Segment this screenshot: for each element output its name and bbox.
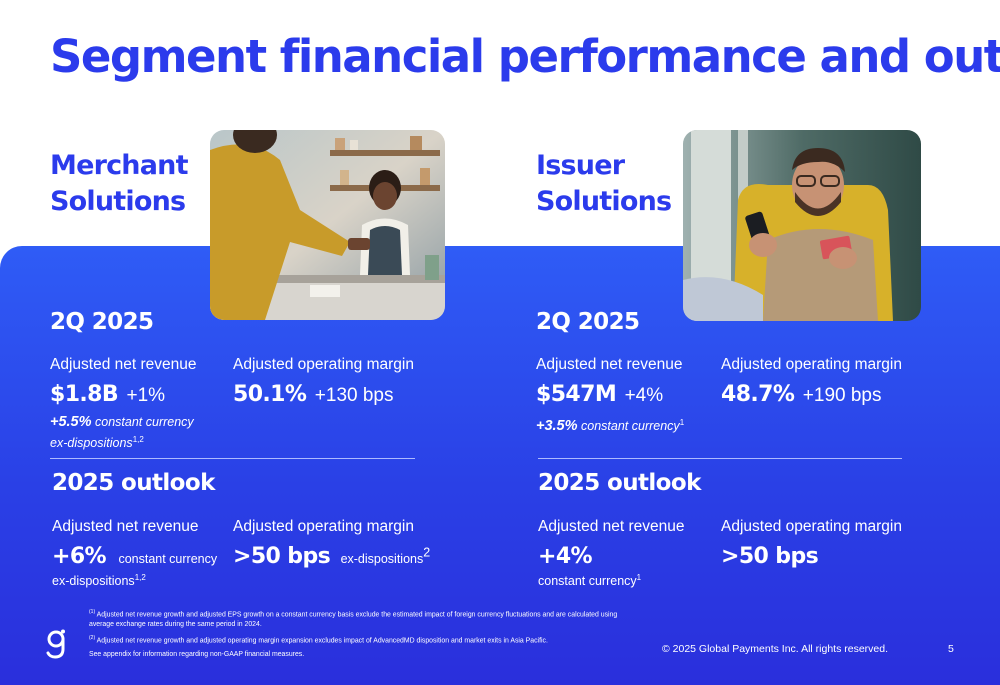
issuer-cc-text: constant currency [581, 419, 680, 434]
merchant-title-line1: Merchant [50, 150, 188, 181]
merchant-title-line2: Solutions [50, 186, 186, 217]
merchant-revenue-growth: +1% [126, 385, 166, 406]
issuer-title-line2: Solutions [536, 186, 672, 217]
issuer-outlook-revenue-value: +4% [538, 544, 593, 569]
merchant-margin-change: +130 bps [314, 385, 394, 406]
merchant-outlook-revenue-label: Adjusted net revenue [52, 518, 199, 535]
issuer-outlook-revenue-sup: 1 [636, 573, 642, 582]
issuer-photo [683, 130, 921, 321]
merchant-outlook-title: 2025 outlook [52, 470, 215, 496]
merchant-cc-growth: +5.5% [50, 414, 92, 430]
issuer-revenue-label: Adjusted net revenue [536, 356, 683, 373]
merchant-margin-row: 50.1% +130 bps [233, 382, 394, 407]
merchant-outlook-revenue-row: +6% constant currency [52, 544, 217, 569]
merchant-outlook-margin-label: Adjusted operating margin [233, 518, 414, 535]
cafe-payment-image [210, 130, 445, 320]
footnote-2-line1: Adjusted net revenue growth and adjusted… [96, 637, 548, 645]
merchant-outlook-revenue-note: constant currency [118, 552, 218, 566]
issuer-outlook-title: 2025 outlook [538, 470, 701, 496]
merchant-cc-line2: ex-dispositions [50, 436, 133, 451]
merchant-revenue-row: $1.8B +1% [50, 382, 165, 407]
footnote-1-line2: average exchange rates during the same p… [89, 621, 262, 629]
merchant-outlook-revenue-value: +6% [52, 544, 107, 569]
merchant-outlook-margin-note: ex-dispositions [340, 552, 424, 566]
page-number: 5 [948, 643, 954, 655]
issuer-outlook-margin-row: >50 bps [721, 544, 819, 569]
issuer-outlook-margin-value: >50 bps [721, 544, 819, 569]
merchant-margin-label: Adjusted operating margin [233, 356, 414, 373]
issuer-cc-sup: 1 [679, 418, 685, 427]
issuer-outlook-revenue-label: Adjusted net revenue [538, 518, 685, 535]
merchant-cc-sup: 1,2 [132, 435, 144, 444]
merchant-cc-text: constant currency [95, 415, 194, 429]
issuer-margin-value: 48.7% [721, 382, 795, 407]
merchant-revenue-value: $1.8B [50, 382, 119, 407]
issuer-outlook-margin-label: Adjusted operating margin [721, 518, 902, 535]
footnote-1-marker: (1) [89, 609, 96, 615]
merchant-divider [50, 458, 415, 459]
merchant-outlook-revenue-note2-row: ex-dispositions1,2 [52, 569, 146, 590]
issuer-margin-label: Adjusted operating margin [721, 356, 902, 373]
man-with-phone-and-card-image [683, 130, 921, 321]
issuer-title-line1: Issuer [536, 150, 625, 181]
issuer-period: 2Q 2025 [536, 309, 640, 335]
page-title: Segment financial performance and outloo… [50, 30, 1000, 83]
footnote-2: (2) Adjusted net revenue growth and adju… [89, 633, 617, 646]
issuer-outlook-revenue-note-row: constant currency1 [538, 569, 641, 590]
global-payments-logo-icon [46, 629, 65, 659]
footnote-1: (1) Adjusted net revenue growth and adju… [89, 607, 617, 630]
issuer-divider [538, 458, 902, 459]
merchant-outlook-margin-sup: 2 [423, 545, 431, 560]
issuer-revenue-value: $547M [536, 382, 617, 407]
footnote-appendix: See appendix for information regarding n… [89, 650, 305, 658]
footnotes: (1) Adjusted net revenue growth and adju… [89, 607, 617, 663]
issuer-cc-growth: +3.5% [536, 418, 578, 435]
merchant-margin-value: 50.1% [233, 382, 307, 407]
issuer-outlook-revenue-row: +4% [538, 544, 593, 569]
merchant-outlook-margin-value: >50 bps [233, 544, 331, 569]
issuer-cc-note: +3.5% constant currency1 [536, 414, 684, 435]
merchant-outlook-revenue-sup: 1,2 [134, 573, 146, 582]
issuer-revenue-growth: +4% [624, 385, 664, 406]
issuer-revenue-row: $547M +4% [536, 382, 663, 407]
merchant-photo [210, 130, 445, 320]
copyright: © 2025 Global Payments Inc. All rights r… [662, 643, 889, 655]
merchant-outlook-margin-row: >50 bps ex-dispositions2 [233, 544, 430, 569]
merchant-period: 2Q 2025 [50, 309, 154, 335]
merchant-cc-note: +5.5% constant currency ex-dispositions1… [50, 414, 194, 452]
footnote-1-line1: Adjusted net revenue growth and adjusted… [96, 611, 618, 619]
footnote-2-marker: (2) [89, 635, 96, 642]
issuer-margin-change: +190 bps [802, 385, 882, 406]
merchant-outlook-revenue-note2: ex-dispositions [52, 574, 135, 589]
issuer-segment-title: Issuer Solutions [536, 148, 672, 220]
merchant-revenue-label: Adjusted net revenue [50, 356, 197, 373]
issuer-margin-row: 48.7% +190 bps [721, 382, 882, 407]
issuer-outlook-revenue-note: constant currency [538, 574, 637, 589]
merchant-segment-title: Merchant Solutions [50, 148, 188, 220]
